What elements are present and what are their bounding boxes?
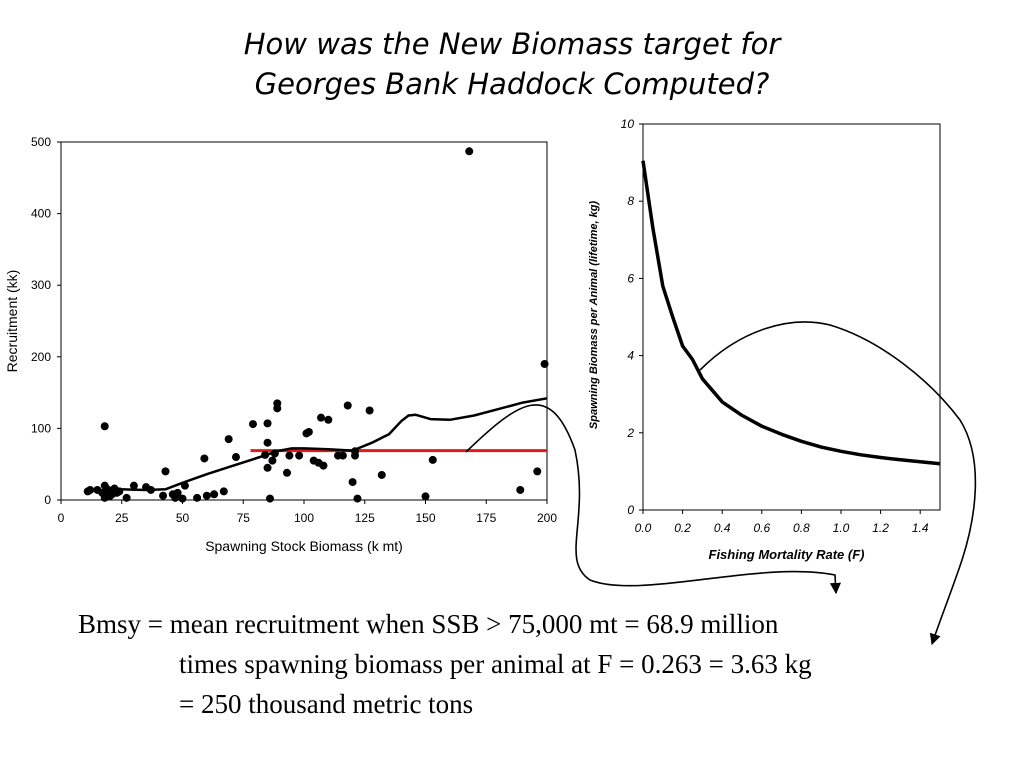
x-tick-label: 0.8	[793, 521, 810, 535]
data-point	[268, 456, 277, 465]
x-tick-label: 1.4	[912, 521, 929, 535]
data-point	[348, 478, 357, 487]
x-axis-label: Spawning Stock Biomass (k mt)	[205, 538, 403, 554]
data-point	[219, 487, 228, 496]
data-point	[317, 413, 326, 422]
data-point	[265, 494, 274, 503]
y-tick-label: 6	[627, 271, 634, 285]
slide-title: How was the New Biomass target for Georg…	[0, 24, 1024, 104]
data-point	[324, 415, 333, 424]
data-point	[351, 447, 360, 456]
x-tick-label: 1.2	[872, 521, 889, 535]
title-line-1: How was the New Biomass target for	[243, 27, 781, 61]
plot-frame	[60, 141, 548, 501]
x-tick-label: 175	[476, 511, 496, 525]
x-tick-label: 0	[58, 511, 65, 525]
smoothed-fit-curve	[102, 397, 548, 492]
data-point	[338, 451, 347, 460]
data-point	[533, 467, 542, 476]
data-point	[465, 147, 474, 156]
data-point	[173, 488, 182, 497]
data-point	[343, 401, 352, 410]
plot-frame	[642, 123, 941, 511]
data-point	[180, 481, 189, 490]
x-tick-label: 0.6	[753, 521, 770, 535]
x-tick-label: 0.4	[714, 521, 731, 535]
y-tick-label: 0	[627, 503, 634, 517]
data-point	[86, 485, 95, 494]
data-point	[202, 491, 211, 500]
data-point	[263, 463, 272, 472]
data-point	[282, 468, 291, 477]
data-point	[178, 494, 187, 503]
recruitment-scatter-chart: 0 25 50 75 100 125 150 175 200 0 100 200 300 400 500 Sp…	[4, 135, 557, 554]
formula-line-2: times spawning biomass per animal at F =…	[179, 649, 812, 679]
y-tick-label: 10	[621, 117, 635, 131]
x-tick-label: 50	[176, 511, 190, 525]
formula-line-1: Bmsy = mean recruitment when SSB > 75,00…	[78, 609, 779, 639]
spawning-biomass-curve	[641, 160, 941, 466]
data-point	[263, 419, 272, 428]
data-point	[540, 359, 549, 368]
data-point	[261, 450, 270, 459]
data-point	[115, 487, 124, 496]
data-point	[295, 451, 304, 460]
bmsy-formula: Bmsy = mean recruitment when SSB > 75,00…	[78, 604, 812, 724]
data-point	[210, 490, 219, 499]
spawning-biomass-per-animal-chart: 0.0 0.2 0.4 0.6 0.8 1.0 1.2 1.4 0 2 4 6 8 10 Fishing M…	[588, 117, 941, 562]
data-point	[428, 455, 437, 464]
data-point	[377, 470, 386, 479]
x-tick-label: 200	[537, 511, 557, 525]
x-tick-label: 0.0	[635, 521, 652, 535]
y-tick-label: 300	[31, 278, 51, 292]
x-tick-label: 100	[294, 511, 314, 525]
data-point	[122, 493, 131, 502]
y-tick-label: 8	[627, 194, 634, 208]
y-tick-label: 100	[31, 421, 51, 435]
x-tick-label: 0.2	[674, 521, 691, 535]
data-point	[224, 435, 233, 444]
data-point	[159, 491, 168, 500]
x-tick-label: 75	[237, 511, 251, 525]
data-point	[146, 485, 155, 494]
y-axis-label: Spawning Biomass per Animal (lifetime, k…	[588, 201, 600, 430]
data-point	[421, 492, 430, 501]
data-point	[304, 427, 313, 436]
data-point	[231, 453, 240, 462]
y-tick-label: 2	[626, 426, 634, 440]
data-point	[270, 449, 279, 458]
annotation-arrows	[465, 321, 977, 646]
x-tick-label: 1.0	[833, 521, 850, 535]
data-point	[273, 399, 282, 408]
formula-line-3: = 250 thousand metric tons	[179, 689, 474, 719]
data-point	[129, 481, 138, 490]
data-point	[353, 494, 362, 503]
y-tick-label: 500	[31, 135, 51, 149]
arrow-right-to-formula	[699, 321, 977, 646]
data-point	[248, 420, 257, 429]
x-tick-label: 150	[415, 511, 435, 525]
data-point	[516, 485, 525, 494]
x-tick-label: 125	[355, 511, 375, 525]
data-point	[193, 493, 202, 502]
data-point	[319, 461, 328, 470]
data-point	[200, 454, 209, 463]
x-tick-label: 25	[115, 511, 129, 525]
y-tick-label: 200	[31, 350, 51, 364]
data-point	[161, 467, 170, 476]
y-axis-label: Recruitment (kk)	[4, 270, 20, 373]
x-axis-label: Fishing Mortality Rate (F)	[709, 547, 865, 562]
y-tick-label: 0	[44, 493, 51, 507]
y-tick-label: 4	[627, 349, 634, 363]
data-point	[285, 451, 294, 460]
arrow-left-to-formula	[465, 404, 842, 595]
data-point	[263, 438, 272, 447]
title-line-2: Georges Bank Haddock Computed?	[254, 67, 770, 101]
data-point	[100, 422, 109, 431]
data-point	[365, 406, 374, 415]
y-tick-label: 400	[31, 207, 51, 221]
